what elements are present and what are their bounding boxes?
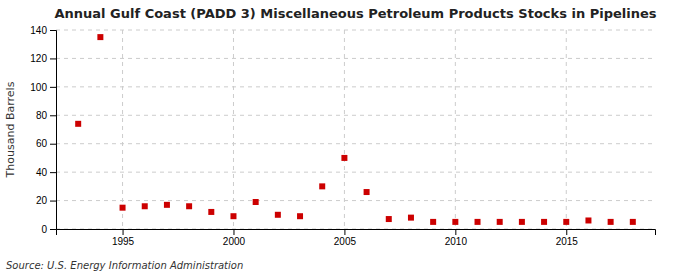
point	[186, 203, 192, 209]
point	[452, 219, 458, 225]
point	[386, 216, 392, 222]
grid-line	[56, 172, 655, 173]
tick: 2010	[445, 229, 468, 247]
tick-label: 0	[41, 224, 47, 235]
tick-mark	[123, 229, 124, 235]
x-axis: 1995 2000 2005 2010 2015	[57, 229, 656, 247]
point	[164, 202, 170, 208]
point	[630, 219, 636, 225]
plot: 1995 2000 2005 2010 2015 0 20 40 60 80 100 120 140	[30, 25, 655, 247]
tick-mark	[233, 229, 234, 235]
tick-label: 80	[36, 110, 48, 121]
point	[319, 183, 325, 189]
tick: 40	[36, 167, 56, 178]
tick: 140	[30, 25, 56, 36]
point	[230, 213, 236, 219]
point	[75, 121, 81, 127]
tick-label: 40	[36, 167, 48, 178]
tick-mark	[344, 229, 345, 235]
point	[142, 203, 148, 209]
point	[408, 215, 414, 221]
tick-mark	[455, 229, 456, 235]
tick-mark	[50, 58, 56, 59]
tick-label: 2000	[223, 236, 246, 247]
tick-mark	[50, 201, 56, 202]
point	[563, 219, 569, 225]
grid-line	[56, 200, 655, 201]
points	[75, 34, 636, 225]
point	[275, 212, 281, 218]
tick: 60	[36, 138, 56, 149]
tick: 80	[36, 110, 56, 121]
title: Annual Gulf Coast (PADD 3) Miscellaneous…	[55, 6, 657, 21]
grid-line	[122, 30, 123, 229]
grid-line	[344, 30, 345, 229]
tick-label: 2005	[334, 236, 357, 247]
tick: 2000	[223, 229, 246, 247]
tick-mark	[50, 87, 56, 88]
source: Source: U.S. Energy Information Administ…	[6, 260, 243, 271]
tick-label: 2010	[445, 236, 468, 247]
tick-label: 120	[30, 53, 47, 64]
grid-line	[455, 30, 456, 229]
point	[253, 199, 259, 205]
tick-label: 100	[30, 82, 47, 93]
grid-line	[56, 143, 655, 144]
point	[208, 209, 214, 215]
tick-mark	[566, 229, 567, 235]
point	[519, 219, 525, 225]
tick-mark	[50, 229, 56, 230]
point	[497, 219, 503, 225]
axis-line	[57, 230, 656, 236]
chart: 1995 2000 2005 2010 2015 0 20 40 60 80 100 120 140 An…	[0, 0, 675, 275]
tick: 0	[41, 224, 56, 235]
tick: 2015	[556, 229, 579, 247]
tick: 100	[30, 82, 56, 93]
point	[541, 219, 547, 225]
grid-line	[566, 30, 567, 229]
grid-line	[56, 115, 655, 116]
point	[341, 155, 347, 161]
tick-mark	[50, 30, 56, 31]
point	[585, 217, 591, 223]
tick: 1995	[112, 229, 135, 247]
point	[297, 213, 303, 219]
point	[120, 205, 126, 211]
grid-line	[233, 30, 234, 229]
tick-label: 140	[30, 25, 47, 36]
tick: 120	[30, 53, 56, 64]
y-axis: 0 20 40 60 80 100 120 140	[30, 25, 56, 235]
tick: 20	[36, 195, 56, 206]
point	[475, 219, 481, 225]
point	[430, 219, 436, 225]
tick-mark	[50, 115, 56, 116]
grid-line	[56, 58, 655, 59]
tick-label: 1995	[112, 236, 135, 247]
grid-line	[56, 86, 655, 87]
point	[364, 189, 370, 195]
grid	[56, 30, 655, 229]
tick-label: 20	[36, 195, 48, 206]
point	[97, 34, 103, 40]
tick-mark	[50, 144, 56, 145]
tick-mark	[50, 172, 56, 173]
tick-label: 2015	[556, 236, 579, 247]
y-axis-title: Thousand Barrels	[4, 81, 17, 178]
grid-line	[56, 30, 655, 31]
tick: 2005	[334, 229, 357, 247]
tick-label: 60	[36, 138, 48, 149]
axis-line	[50, 31, 57, 230]
point	[608, 219, 614, 225]
